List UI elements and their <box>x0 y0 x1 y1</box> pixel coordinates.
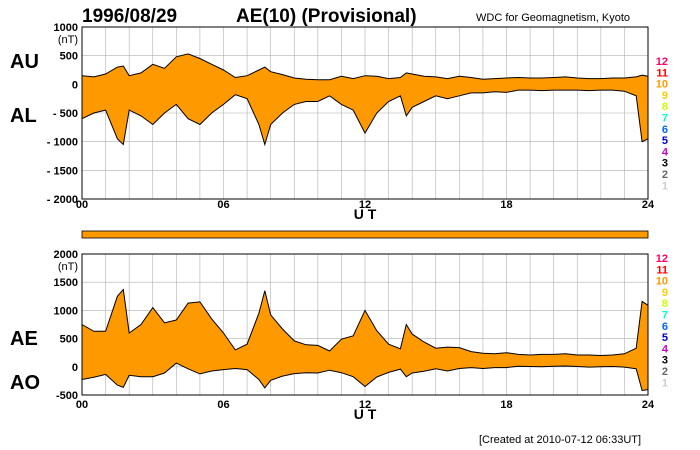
chart-title: AE(10) (Provisional) <box>236 6 417 27</box>
y-tick-label: 0 <box>72 79 78 91</box>
station-count-legend-item: 2 <box>662 366 668 378</box>
y-tick-label: -500 <box>56 390 78 402</box>
station-count-legend-item: 10 <box>656 276 668 288</box>
plot-frame <box>81 26 649 200</box>
y-tick-label: - 500 <box>53 108 78 120</box>
station-count-legend-item: 7 <box>662 113 668 125</box>
series-line-ae <box>81 288 649 357</box>
x-tick-label: 24 <box>642 399 655 411</box>
series-line-ao <box>81 362 649 392</box>
x-tick-label: 00 <box>76 199 88 211</box>
station-count-legend-item: 3 <box>662 355 668 367</box>
y-tick-label: - 1000 <box>47 137 78 149</box>
y-tick-label: 1000 <box>54 22 78 34</box>
station-count-bar <box>81 230 649 239</box>
chart-date: 1996/08/29 <box>82 6 177 27</box>
series-line-al <box>81 89 649 147</box>
series-label-al: AL <box>10 105 37 127</box>
station-count-legend-item: 5 <box>662 135 668 147</box>
series-label-ae: AE <box>10 328 38 350</box>
station-count-legend-item: 9 <box>662 287 668 299</box>
y-unit-label: (nT) <box>58 34 78 46</box>
station-count-legend-item: 11 <box>656 264 668 276</box>
station-count-legend-item: 11 <box>656 67 668 79</box>
station-count-legend-item: 5 <box>662 332 668 344</box>
y-tick-label: 0 <box>72 362 78 374</box>
x-tick-label: 18 <box>500 399 512 411</box>
y-tick-label: 500 <box>60 51 78 63</box>
station-count-legend-item: 2 <box>662 169 668 181</box>
chart-source: WDC for Geomagnetism, Kyoto <box>476 12 630 24</box>
created-timestamp: [Created at 2010-07-12 06:33UT] <box>479 434 641 446</box>
x-tick-label: 12 <box>359 399 371 411</box>
series-line-au <box>81 53 649 81</box>
station-count-legend-item: 12 <box>656 56 668 68</box>
y-unit-label: (nT) <box>58 261 78 273</box>
au-al-panel: 1000 500 0 - 500 - 1000 - 1500 - 2000 (nT) 00 06 1… <box>10 22 655 222</box>
y-tick-label: 2000 <box>54 249 78 261</box>
station-count-legend-item: 1 <box>662 180 668 192</box>
plot-frame <box>81 253 649 396</box>
station-count-legend-item: 4 <box>662 146 669 158</box>
x-tick-label: 00 <box>76 399 88 411</box>
station-count-legend-item: 9 <box>662 90 668 102</box>
x-tick-label: 12 <box>359 199 371 211</box>
ae-ao-panel: 2000 1500 1000 500 0 -500 (nT) 00 06 12 18 24 U T AE A… <box>10 249 655 422</box>
series-label-ao: AO <box>10 372 40 394</box>
x-axis-label: U T <box>354 406 377 422</box>
series-label-au: AU <box>10 51 39 73</box>
series-band-au-al <box>82 53 648 145</box>
y-tick-label: - 1500 <box>47 165 78 177</box>
x-tick-label: 06 <box>217 199 229 211</box>
x-tick-label: 24 <box>642 199 655 211</box>
station-count-legend-item: 3 <box>662 158 668 170</box>
series-band-ae-ao <box>82 289 648 391</box>
station-count-legend-item: 10 <box>656 79 668 91</box>
station-count-legend-item: 1 <box>662 377 668 389</box>
y-tick-label: 500 <box>60 334 78 346</box>
x-axis-label: U T <box>354 206 377 222</box>
x-tick-label: 06 <box>217 399 229 411</box>
y-tick-label: - 2000 <box>47 194 78 206</box>
y-tick-label: 1500 <box>54 277 78 289</box>
x-tick-label: 18 <box>500 199 512 211</box>
station-count-legend-item: 4 <box>662 343 669 355</box>
station-count-legend-item: 6 <box>662 124 668 136</box>
station-count-legend-item: 8 <box>662 298 668 310</box>
station-count-legend-item: 6 <box>662 321 668 333</box>
station-count-legend-item: 7 <box>662 310 668 322</box>
station-count-legend-item: 12 <box>656 253 668 265</box>
y-tick-label: 1000 <box>54 305 78 317</box>
station-count-legend-item: 8 <box>662 101 668 113</box>
